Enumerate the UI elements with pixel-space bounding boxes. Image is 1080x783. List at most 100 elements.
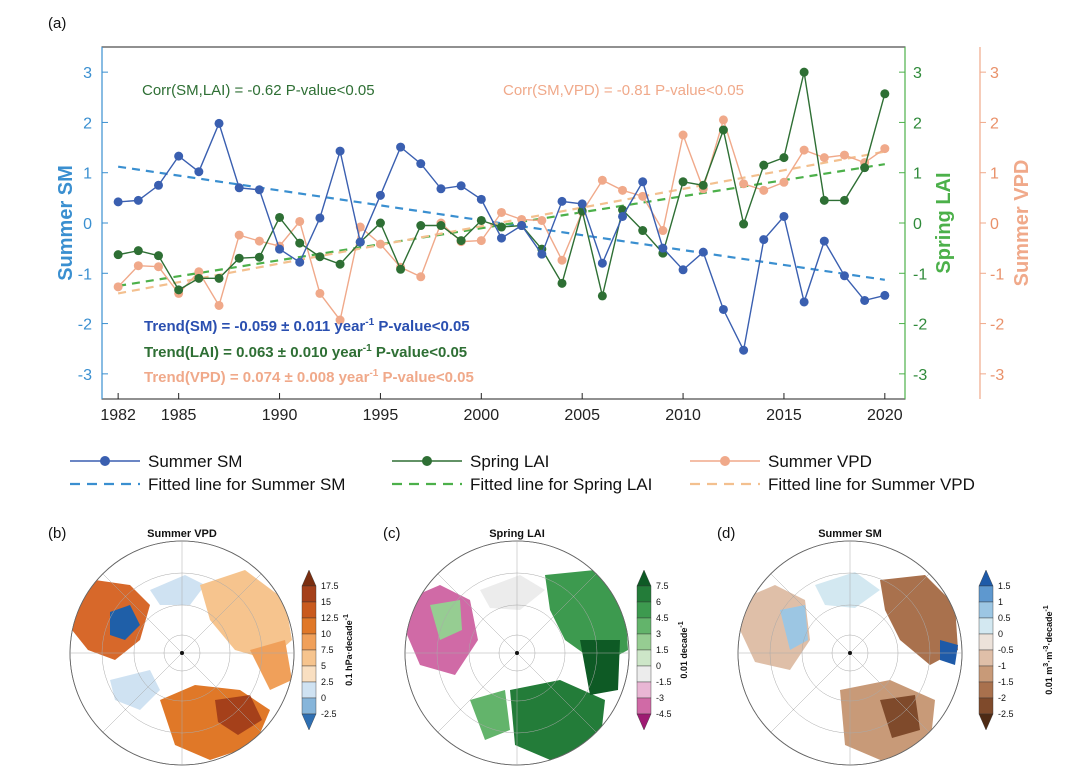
- colorbar-segment: [301, 649, 317, 667]
- colorbar-sm: 1.5 1 0.5 0 -0.5 -1 -1.5 -2 -2.5: [978, 569, 1014, 731]
- data-point: [375, 218, 385, 228]
- colorbar-arrow-top: [301, 569, 317, 587]
- x-tick-label: 2000: [464, 407, 500, 424]
- data-point: [819, 236, 829, 246]
- panel-label-c: (c): [383, 525, 401, 542]
- data-point: [194, 267, 204, 277]
- colorbar-tick-label: -3: [656, 693, 664, 703]
- series-lines: [113, 67, 890, 355]
- legend-label: Summer SM: [148, 452, 242, 471]
- colorbar-tick-label: 1.5: [998, 581, 1011, 591]
- x-tick-label: 2005: [564, 407, 600, 424]
- data-point: [174, 285, 184, 295]
- lai-tick-label: 1: [913, 166, 922, 183]
- data-point: [476, 194, 486, 204]
- data-point: [799, 297, 809, 307]
- data-point: [739, 345, 749, 355]
- colorbar-segment: [301, 585, 317, 603]
- left-tick-label: 1: [83, 166, 92, 183]
- data-point: [496, 207, 506, 217]
- data-point: [779, 177, 789, 187]
- data-point: [113, 250, 123, 260]
- data-point: [436, 221, 446, 231]
- data-point: [638, 177, 648, 187]
- lai-axis-ticks: 3 2 1 0 -1 -2 -3: [899, 65, 927, 384]
- colorbar-segment: [978, 601, 994, 619]
- data-point: [396, 142, 406, 152]
- data-point: [133, 246, 143, 256]
- trend-lai: Trend(LAI) = 0.063 ± 0.010 year-1 P-valu…: [144, 343, 467, 361]
- colorbar-unit-vpd: 0.1 hPa·decade-1: [343, 614, 354, 686]
- data-point: [214, 300, 224, 310]
- data-point: [618, 211, 628, 221]
- colorbar-tick-label: 4.5: [656, 613, 669, 623]
- map-title-lai: Spring LAI: [489, 528, 545, 540]
- data-point: [113, 282, 123, 292]
- data-point: [739, 219, 749, 229]
- data-point: [860, 163, 870, 173]
- lai-tick-label: 3: [913, 65, 922, 82]
- data-point: [718, 115, 728, 125]
- panel-label-b: (b): [48, 525, 66, 542]
- data-point: [214, 273, 224, 283]
- data-point: [194, 167, 204, 177]
- vpd-axis-ticks: 3 2 1 0 -1 -2 -3: [980, 65, 1004, 384]
- data-point: [819, 195, 829, 205]
- fitted-line: [117, 165, 885, 281]
- lai-tick-label: 2: [913, 115, 922, 132]
- left-tick-label: 3: [83, 65, 92, 82]
- colorbar-tick-label: -4.5: [656, 709, 672, 719]
- legend-label: Fitted line for Spring LAI: [470, 475, 652, 494]
- colorbar-vpd: 17.5 15 12.5 10 7.5 5 2.5 0 -2.5: [301, 569, 339, 731]
- colorbar-segment: [978, 681, 994, 699]
- data-point: [517, 221, 527, 231]
- corr-sm-vpd: Corr(SM,VPD) = -0.81 P-value<0.05: [503, 82, 744, 99]
- colorbar-unit-lai: 0.01 decade-1: [678, 621, 689, 678]
- data-point: [396, 264, 406, 274]
- colorbar-tick-label: 1: [998, 597, 1003, 607]
- colorbar-tick-label: 2.5: [321, 677, 334, 687]
- left-tick-label: 0: [83, 216, 92, 233]
- data-point: [153, 262, 163, 272]
- data-point: [234, 253, 244, 263]
- colorbar-segment: [301, 633, 317, 651]
- map-title-sm: Summer SM: [818, 528, 882, 540]
- colorbar-arrow-top: [636, 569, 652, 587]
- data-point: [194, 273, 204, 283]
- data-point: [759, 160, 769, 170]
- legend-label: Fitted line for Summer VPD: [768, 475, 975, 494]
- data-point: [416, 272, 426, 282]
- colorbar-arrow-top: [978, 569, 994, 587]
- colorbar-segment: [301, 617, 317, 635]
- data-point: [819, 153, 829, 163]
- data-point: [658, 243, 668, 253]
- data-point: [557, 196, 567, 206]
- colorbar-tick-label: 6: [656, 597, 661, 607]
- map-title-vpd: Summer VPD: [147, 528, 217, 540]
- vpd-tick-label: -2: [990, 317, 1004, 334]
- fitted-lines: [117, 150, 886, 295]
- data-point: [496, 222, 506, 232]
- x-tick-label: 2020: [867, 407, 903, 424]
- colorbar-arrow-bottom: [301, 713, 317, 731]
- data-point: [698, 247, 708, 257]
- colorbar-segment: [978, 697, 994, 715]
- colorbar-segment: [636, 601, 652, 619]
- x-tick-label: 1995: [363, 407, 399, 424]
- data-point: [678, 265, 688, 275]
- left-axis-ticks: 3 2 1 0 -1 -2 -3: [78, 65, 108, 384]
- lai-axis-label: Spring LAI: [933, 172, 955, 273]
- colorbar-segment: [636, 665, 652, 683]
- data-point: [880, 144, 890, 154]
- colorbar-tick-label: 7.5: [656, 581, 669, 591]
- colorbar-tick-label: 7.5: [321, 645, 334, 655]
- colorbar-segment: [636, 681, 652, 699]
- data-point: [880, 89, 890, 99]
- legend-label: Fitted line for Summer SM: [148, 475, 345, 494]
- data-point: [133, 195, 143, 205]
- data-point: [234, 183, 244, 193]
- vpd-tick-label: -1: [990, 266, 1004, 283]
- data-point: [295, 238, 305, 248]
- colorbar-segment: [301, 681, 317, 699]
- colorbar-segment: [978, 665, 994, 683]
